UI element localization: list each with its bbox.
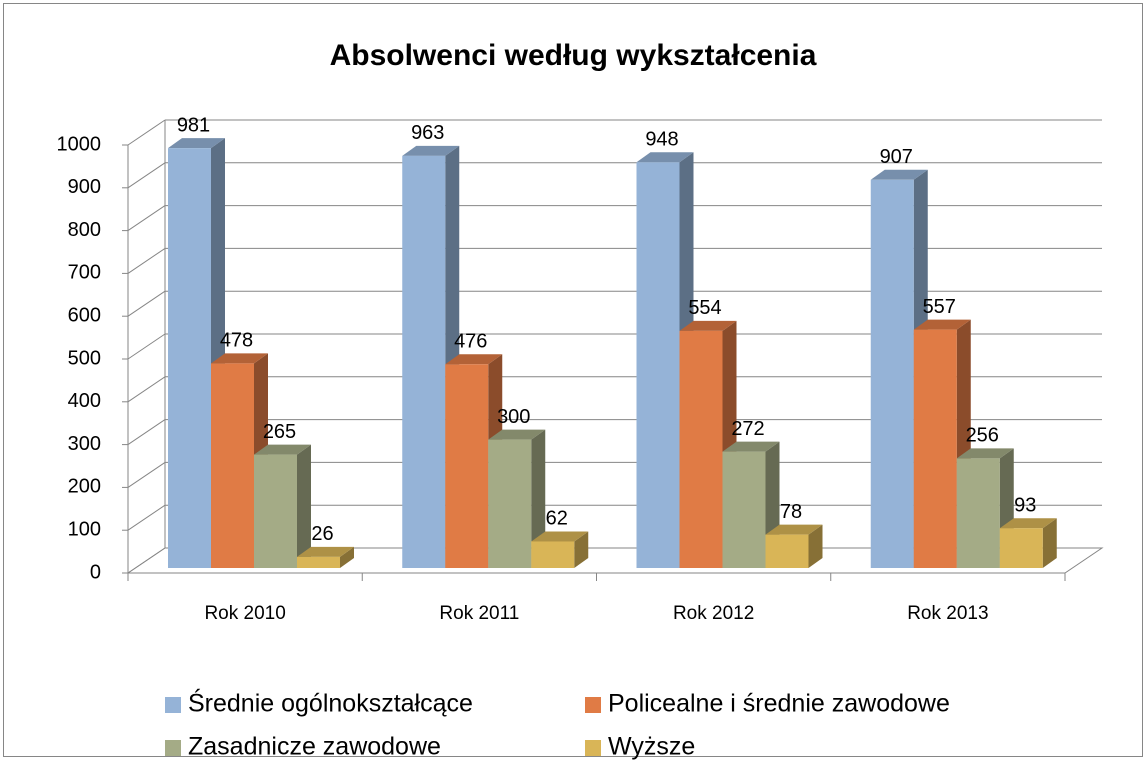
bar-front: [168, 148, 211, 568]
bar-side: [340, 546, 354, 568]
data-label: 93: [1014, 494, 1036, 516]
grid-line-side: [127, 247, 166, 274]
y-tick-label: 200: [68, 476, 101, 498]
bar-front: [488, 439, 532, 568]
x-tick-label: Rok 2011: [439, 603, 519, 624]
bar: [765, 524, 823, 568]
bar-top: [870, 169, 928, 180]
legend-label: Wyższe: [608, 733, 695, 761]
bar-front: [679, 330, 723, 568]
bar-top: [956, 448, 1014, 459]
y-tick-label: 500: [68, 347, 101, 369]
data-label: 62: [546, 508, 568, 530]
bar-side: [531, 429, 546, 568]
bar-top: [254, 444, 311, 455]
bar-side: [808, 524, 823, 568]
bar-front: [956, 458, 1000, 568]
bar-front: [870, 179, 914, 568]
chart-title: Absolwenci według wykształcenia: [330, 39, 817, 72]
x-tick-label: Rok 2013: [907, 603, 988, 624]
y-tick-label: 100: [68, 518, 101, 540]
bar-side: [574, 531, 589, 568]
grid-line-side: [127, 419, 166, 446]
bar-top: [402, 145, 460, 156]
grid-line-side: [127, 376, 166, 403]
bar-top: [722, 441, 780, 452]
legend-label: Średnie ogólnokształcące: [188, 688, 473, 718]
y-tick-label: 0: [90, 561, 101, 583]
data-label: 948: [645, 129, 678, 151]
bar-side: [1042, 518, 1057, 568]
bar: [297, 546, 354, 568]
bar-top: [636, 152, 694, 163]
bar-top: [913, 319, 971, 330]
data-label: 26: [311, 523, 333, 545]
legend-label: Zasadnicze zawodowe: [188, 733, 441, 761]
bar-top: [211, 353, 268, 364]
bar-front: [254, 454, 297, 568]
data-label: 272: [731, 418, 764, 440]
bar: [913, 319, 971, 568]
bar-top: [531, 531, 589, 542]
bar-front: [211, 363, 254, 568]
grid-line-side: [127, 547, 166, 574]
data-label: 557: [923, 296, 956, 318]
data-label: 478: [220, 330, 253, 352]
legend-swatch: [585, 697, 601, 713]
y-tick-label: 600: [68, 304, 101, 326]
bar-top: [445, 354, 503, 365]
legend-swatch: [165, 740, 181, 756]
y-tick-label: 700: [68, 262, 101, 284]
data-label: 963: [411, 122, 444, 144]
grid-line-side: [127, 333, 166, 360]
bar-front: [445, 364, 489, 568]
bar-front: [765, 534, 809, 568]
legend-label: Policealne i średnie zawodowe: [608, 690, 950, 718]
grid-line-side: [127, 119, 166, 146]
bar-top: [168, 138, 225, 149]
bar-front: [636, 162, 680, 569]
bar: [488, 429, 546, 568]
bar: [254, 444, 311, 568]
grid-line-side: [127, 504, 166, 531]
y-tick-label: 300: [68, 433, 101, 455]
x-tick-label: Rok 2010: [204, 603, 285, 624]
data-label: 256: [966, 425, 999, 447]
bar-front: [913, 329, 957, 568]
grid-line-side: [127, 461, 166, 488]
y-tick-label: 1000: [57, 133, 102, 155]
bar-front: [999, 528, 1043, 568]
bar-front: [531, 541, 575, 568]
grid-line-side: [127, 290, 166, 317]
data-label: 907: [880, 146, 913, 168]
bar: [870, 169, 928, 568]
y-tick-label: 800: [68, 219, 101, 241]
data-label: 78: [780, 501, 802, 523]
bar-front: [297, 556, 340, 568]
bar-front: [402, 155, 446, 568]
y-tick-label: 400: [68, 390, 101, 412]
x-tick-label: Rok 2012: [673, 603, 754, 624]
bar-side: [297, 444, 311, 568]
data-label: 476: [454, 331, 487, 353]
data-label: 554: [688, 297, 721, 319]
legend-swatch: [585, 740, 601, 756]
data-label: 265: [263, 421, 296, 443]
grid-line-side: [127, 162, 166, 189]
y-tick-label: 900: [68, 176, 101, 198]
bar: [999, 518, 1057, 568]
data-label: 981: [177, 114, 210, 136]
bar: [531, 531, 589, 568]
bar-top: [765, 524, 823, 535]
data-label: 300: [497, 406, 530, 428]
bar-front: [722, 451, 766, 568]
bar-top: [679, 320, 737, 331]
legend-swatch: [165, 697, 181, 713]
bar-top: [488, 429, 546, 440]
bar-top: [297, 546, 354, 557]
bar-top: [999, 518, 1057, 529]
grid-line-side: [127, 205, 166, 232]
